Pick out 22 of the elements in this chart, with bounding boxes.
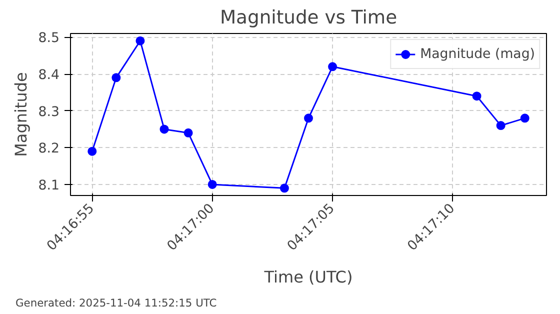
y-tick-label: 8.2 bbox=[38, 142, 60, 157]
y-tick-label: 8.5 bbox=[38, 31, 60, 46]
point bbox=[496, 121, 506, 130]
point bbox=[208, 180, 217, 189]
point bbox=[160, 124, 169, 134]
y-tick-label: 8.1 bbox=[38, 178, 60, 194]
x-axis-title: Time (UTC) bbox=[263, 267, 353, 286]
text: Generated: 2025-11-04 11:52:15 UTC bbox=[16, 296, 217, 310]
chart-title: Magnitude vs Time bbox=[220, 8, 398, 28]
point bbox=[184, 128, 193, 138]
point bbox=[136, 36, 145, 46]
point bbox=[520, 114, 530, 123]
y-tick-label: 8.4 bbox=[38, 68, 60, 83]
point bbox=[280, 184, 289, 193]
point bbox=[112, 73, 121, 82]
point bbox=[328, 62, 338, 72]
point bbox=[472, 92, 482, 101]
legend-label: Magnitude (mag) bbox=[420, 46, 535, 62]
y-tick-label: 8.3 bbox=[38, 104, 60, 120]
point bbox=[304, 114, 313, 123]
point bbox=[88, 146, 97, 156]
y-axis-title: Magnitude bbox=[11, 72, 30, 157]
